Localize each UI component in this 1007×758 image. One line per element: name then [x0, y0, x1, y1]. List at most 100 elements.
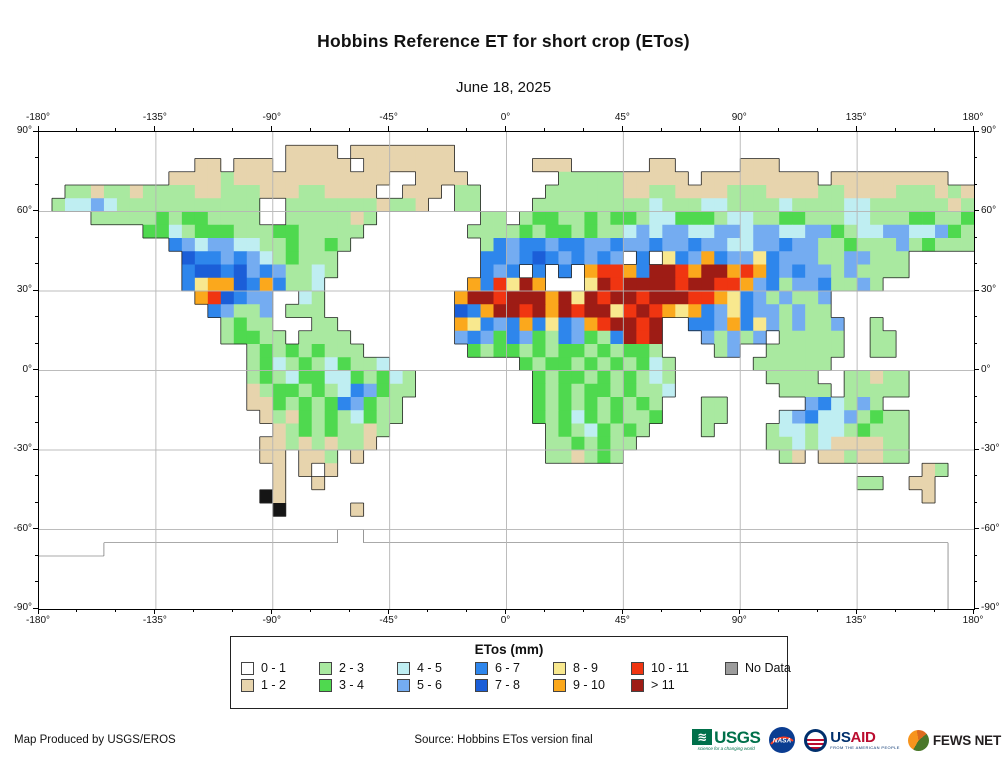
legend-swatch — [397, 678, 410, 692]
source-text: Source: Hobbins ETos version final — [414, 734, 593, 746]
axis-tick — [35, 475, 38, 476]
axis-tick — [816, 609, 818, 612]
legend-swatch — [553, 678, 566, 692]
legend-column: 10 - 11 > 11 — [631, 661, 689, 692]
axis-tick — [310, 609, 312, 612]
axis-label: 135° — [845, 112, 867, 123]
legend-label: 3 - 4 — [339, 678, 365, 692]
legend-swatch — [475, 678, 488, 692]
axis-tick — [974, 316, 977, 317]
usgs-logo: ≋ USGS science for a changing world — [692, 727, 761, 752]
legend-item: > 11 — [631, 678, 687, 692]
axis-tick — [76, 128, 78, 131]
legend-item: 3 - 4 — [319, 678, 375, 692]
axis-tick — [232, 128, 234, 131]
axis-label: -90° — [262, 112, 281, 123]
axis-tick — [974, 528, 979, 529]
axis-tick — [35, 157, 38, 158]
axis-tick — [271, 609, 273, 614]
map-frame — [38, 131, 975, 610]
axis-tick — [35, 501, 38, 503]
usgs-waves-icon: ≋ — [692, 729, 713, 746]
legend-swatch — [553, 661, 566, 675]
axis-label: 45° — [614, 615, 630, 626]
axis-tick — [232, 609, 234, 612]
axis-tick — [974, 210, 979, 211]
legend-label: 7 - 8 — [495, 678, 521, 692]
axis-label: 180° — [962, 615, 984, 626]
axis-tick — [33, 607, 38, 609]
axis-label: 30° — [981, 284, 997, 295]
axis-tick — [388, 126, 390, 131]
axis-tick — [33, 210, 38, 211]
axis-tick — [974, 395, 977, 397]
axis-label: -135° — [142, 615, 167, 626]
legend-item: 0 - 1 — [241, 661, 297, 675]
axis-label: 90° — [731, 112, 747, 123]
axis-label: -45° — [379, 615, 398, 626]
axis-tick — [35, 422, 38, 423]
axis-tick — [972, 126, 974, 131]
legend-label: 8 - 9 — [573, 661, 599, 675]
axis-tick — [388, 609, 390, 614]
axis-tick — [855, 126, 857, 131]
legend-item: 1 - 2 — [241, 678, 297, 692]
fewsnet-globe-icon — [907, 729, 929, 751]
axis-tick — [271, 126, 273, 131]
world-eto-map — [39, 132, 974, 609]
legend-swatch — [397, 661, 410, 675]
axis-label: -90° — [981, 602, 1000, 613]
legend-column: 4 - 5 5 - 6 — [397, 661, 453, 692]
axis-label: -135° — [142, 112, 167, 123]
usgs-wordmark: USGS — [714, 727, 761, 747]
axis-label: 60° — [981, 204, 997, 216]
axis-tick — [33, 289, 38, 291]
legend-item: 7 - 8 — [475, 678, 531, 692]
legend-label: 4 - 5 — [417, 661, 443, 675]
axis-tick — [974, 554, 977, 556]
axis-label: 0° — [500, 615, 511, 626]
axis-tick — [505, 609, 506, 614]
legend-swatch — [319, 661, 332, 675]
legend-swatch — [475, 661, 488, 675]
axis-tick — [115, 609, 117, 612]
legend-label: 2 - 3 — [339, 661, 365, 675]
legend-swatch — [319, 678, 332, 692]
axis-tick — [699, 128, 701, 131]
axis-tick — [933, 609, 935, 612]
axis-label: 90° — [16, 125, 32, 136]
axis-tick — [699, 609, 701, 612]
axis-tick — [35, 581, 38, 582]
map-date: June 18, 2025 — [455, 79, 552, 96]
axis-tick — [543, 128, 545, 131]
axis-tick — [193, 609, 195, 612]
axis-label: -90° — [262, 615, 281, 626]
axis-tick — [154, 609, 156, 614]
axis-tick — [427, 128, 429, 131]
axis-label: 0° — [500, 112, 511, 123]
legend-label: No Data — [745, 661, 791, 675]
legend-box: ETos (mm) 0 - 1 1 - 2 2 - 3 3 - 4 4 - 5 5 - 6… — [230, 636, 791, 709]
axis-tick — [974, 448, 979, 450]
axis-tick — [466, 609, 468, 612]
axis-tick — [974, 183, 977, 185]
axis-tick — [35, 236, 38, 238]
nasa-wordmark: NASA — [773, 738, 792, 745]
axis-tick — [974, 130, 979, 132]
axis-tick — [35, 183, 38, 185]
axis-tick — [621, 126, 623, 131]
axis-tick — [582, 609, 584, 612]
axis-tick — [621, 609, 623, 614]
axis-tick — [33, 528, 38, 529]
legend-label: 5 - 6 — [417, 678, 443, 692]
axis-tick — [933, 128, 935, 131]
legend-item: No Data — [725, 661, 795, 675]
axis-tick — [35, 316, 38, 317]
axis-tick — [972, 609, 974, 614]
legend-column: 2 - 3 3 - 4 — [319, 661, 375, 692]
axis-tick — [974, 289, 979, 291]
axis-label: -30° — [13, 443, 32, 454]
legend-grid: 0 - 1 1 - 2 2 - 3 3 - 4 4 - 5 5 - 6 6 - 7 7 - 8… — [241, 661, 791, 692]
nasa-logo: NASA — [769, 727, 796, 753]
legend-item: 10 - 11 — [631, 661, 689, 675]
